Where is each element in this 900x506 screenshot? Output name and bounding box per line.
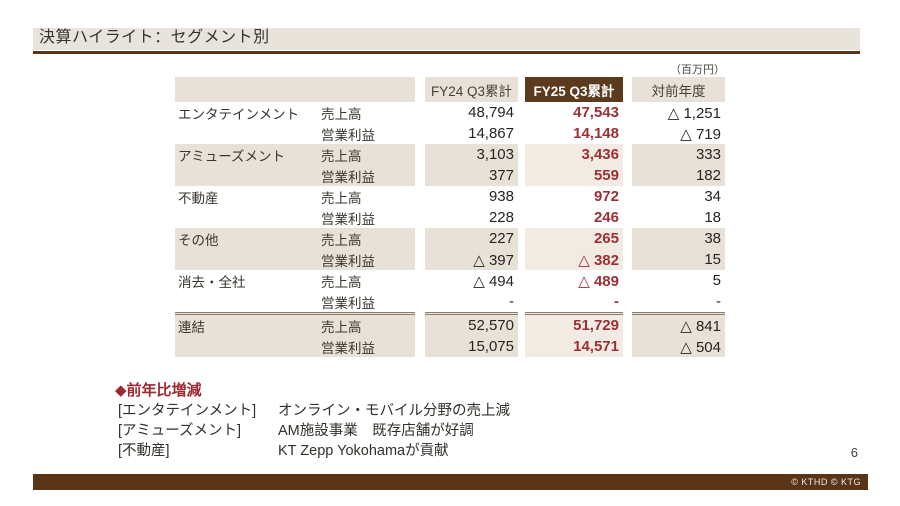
highlight-text: オンライン・モバイル分野の売上減 — [278, 403, 510, 419]
table-row-total: 連結 売上高 52,570 51,729 △ 841 — [175, 312, 725, 336]
header-fy24: FY24 Q3累計 — [425, 77, 518, 102]
highlight-label: [不動産] — [118, 443, 170, 459]
footer-bar: © KTHD © KTG — [33, 474, 868, 490]
value-yoy: △ 1,251 — [667, 104, 721, 122]
value-yoy: △ 841 — [632, 312, 725, 336]
value-fy24: 14,867 — [468, 125, 514, 142]
footer-copyright: © KTHD © KTG — [791, 477, 861, 487]
value-fy24: △ 494 — [473, 272, 514, 290]
highlight-label: [アミューズメント] — [118, 423, 242, 439]
metric-label: 営業利益 — [321, 295, 375, 311]
page-title: 決算ハイライト：セグメント別 — [39, 29, 270, 46]
metric-label: 売上高 — [321, 190, 362, 206]
value-yoy: 182 — [632, 165, 725, 186]
header-fy25: FY25 Q3累計 — [525, 77, 623, 102]
metric-label: 売上高 — [321, 232, 362, 248]
page-number: 6 — [850, 445, 858, 460]
value-yoy: △ 504 — [632, 336, 725, 357]
value-fy25: 51,729 — [525, 312, 623, 336]
value-yoy: 34 — [704, 188, 721, 205]
segment-label: その他 — [178, 232, 219, 248]
value-yoy: 15 — [632, 249, 725, 270]
metric-label: 営業利益 — [321, 211, 375, 227]
table-row: 営業利益 228 246 18 — [175, 207, 725, 228]
value-fy25: 14,571 — [525, 336, 623, 357]
value-fy24: - — [509, 293, 514, 310]
highlight-item: [アミューズメント] AM施設事業 既存店舗が好調 — [115, 421, 510, 441]
highlight-item: [不動産] KT Zepp Yokohamaが貢献 — [115, 441, 510, 461]
value-fy24: △ 397 — [425, 249, 518, 270]
slide-title-band: 決算ハイライト：セグメント別 — [33, 28, 860, 50]
value-fy25: 265 — [525, 228, 623, 249]
highlight-label: [エンタテインメント] — [118, 403, 257, 419]
highlight-text: AM施設事業 既存店舗が好調 — [278, 423, 474, 439]
value-fy25: 47,543 — [573, 104, 619, 121]
segment-label: エンタテインメント — [178, 106, 300, 122]
metric-label: 売上高 — [321, 148, 362, 164]
value-yoy: 18 — [704, 209, 721, 226]
metric-label: 売上高 — [321, 319, 362, 335]
metric-label: 営業利益 — [321, 127, 375, 143]
value-yoy: 38 — [632, 228, 725, 249]
value-yoy: 5 — [712, 272, 721, 289]
table-row: アミューズメント 売上高 3,103 3,436 333 — [175, 144, 725, 165]
header-empty-cell — [175, 77, 415, 102]
metric-label: 営業利益 — [321, 169, 375, 185]
value-fy24: 15,075 — [425, 336, 518, 357]
highlight-item: [エンタテインメント] オンライン・モバイル分野の売上減 — [115, 401, 510, 421]
table-row: 不動産 売上高 938 972 34 — [175, 186, 725, 207]
value-fy25: - — [614, 293, 619, 310]
value-fy25: 246 — [593, 209, 619, 226]
table-header-row: FY24 Q3累計 FY25 Q3累計 対前年度 — [175, 77, 725, 102]
value-fy25: △ 382 — [525, 249, 623, 270]
title-underline — [33, 51, 860, 54]
metric-label: 営業利益 — [321, 340, 375, 356]
value-fy25: 14,148 — [573, 125, 619, 142]
value-fy25: △ 489 — [578, 272, 619, 290]
value-yoy: △ 719 — [680, 125, 721, 143]
metric-label: 営業利益 — [321, 253, 375, 269]
header-yoy: 対前年度 — [632, 77, 725, 102]
value-fy25: 559 — [525, 165, 623, 186]
highlight-text: KT Zepp Yokohamaが貢献 — [278, 443, 449, 459]
value-yoy: - — [716, 293, 721, 310]
metric-label: 売上高 — [321, 106, 362, 122]
segment-table: （百万円） FY24 Q3累計 FY25 Q3累計 対前年度 エンタテインメント… — [175, 63, 725, 357]
value-fy24: 52,570 — [425, 312, 518, 336]
value-fy24: 3,103 — [425, 144, 518, 165]
table-row: その他 売上高 227 265 38 — [175, 228, 725, 249]
value-fy24: 938 — [488, 188, 514, 205]
segment-label: アミューズメント — [178, 148, 286, 164]
value-fy24: 48,794 — [468, 104, 514, 121]
value-fy24: 377 — [425, 165, 518, 186]
value-fy24: 228 — [488, 209, 514, 226]
value-yoy: 333 — [632, 144, 725, 165]
table-row: 消去・全社 売上高 △ 494 △ 489 5 — [175, 270, 725, 291]
table-row: 営業利益 377 559 182 — [175, 165, 725, 186]
table-row: 営業利益 △ 397 △ 382 15 — [175, 249, 725, 270]
yoy-highlights: ◆前年比増減 [エンタテインメント] オンライン・モバイル分野の売上減 [アミュ… — [115, 380, 510, 461]
highlights-heading: ◆前年比増減 — [115, 382, 202, 399]
table-row: 営業利益 14,867 14,148 △ 719 — [175, 123, 725, 144]
table-row: 営業利益 - - - — [175, 291, 725, 312]
value-fy24: 227 — [425, 228, 518, 249]
table-row-total: 営業利益 15,075 14,571 △ 504 — [175, 336, 725, 357]
unit-note: （百万円） — [670, 64, 725, 76]
value-fy25: 3,436 — [525, 144, 623, 165]
value-fy25: 972 — [593, 188, 619, 205]
segment-label: 消去・全社 — [178, 274, 246, 290]
segment-label: 不動産 — [178, 190, 219, 206]
segment-label: 連結 — [178, 319, 205, 335]
table-row: エンタテインメント 売上高 48,794 47,543 △ 1,251 — [175, 102, 725, 123]
metric-label: 売上高 — [321, 274, 362, 290]
